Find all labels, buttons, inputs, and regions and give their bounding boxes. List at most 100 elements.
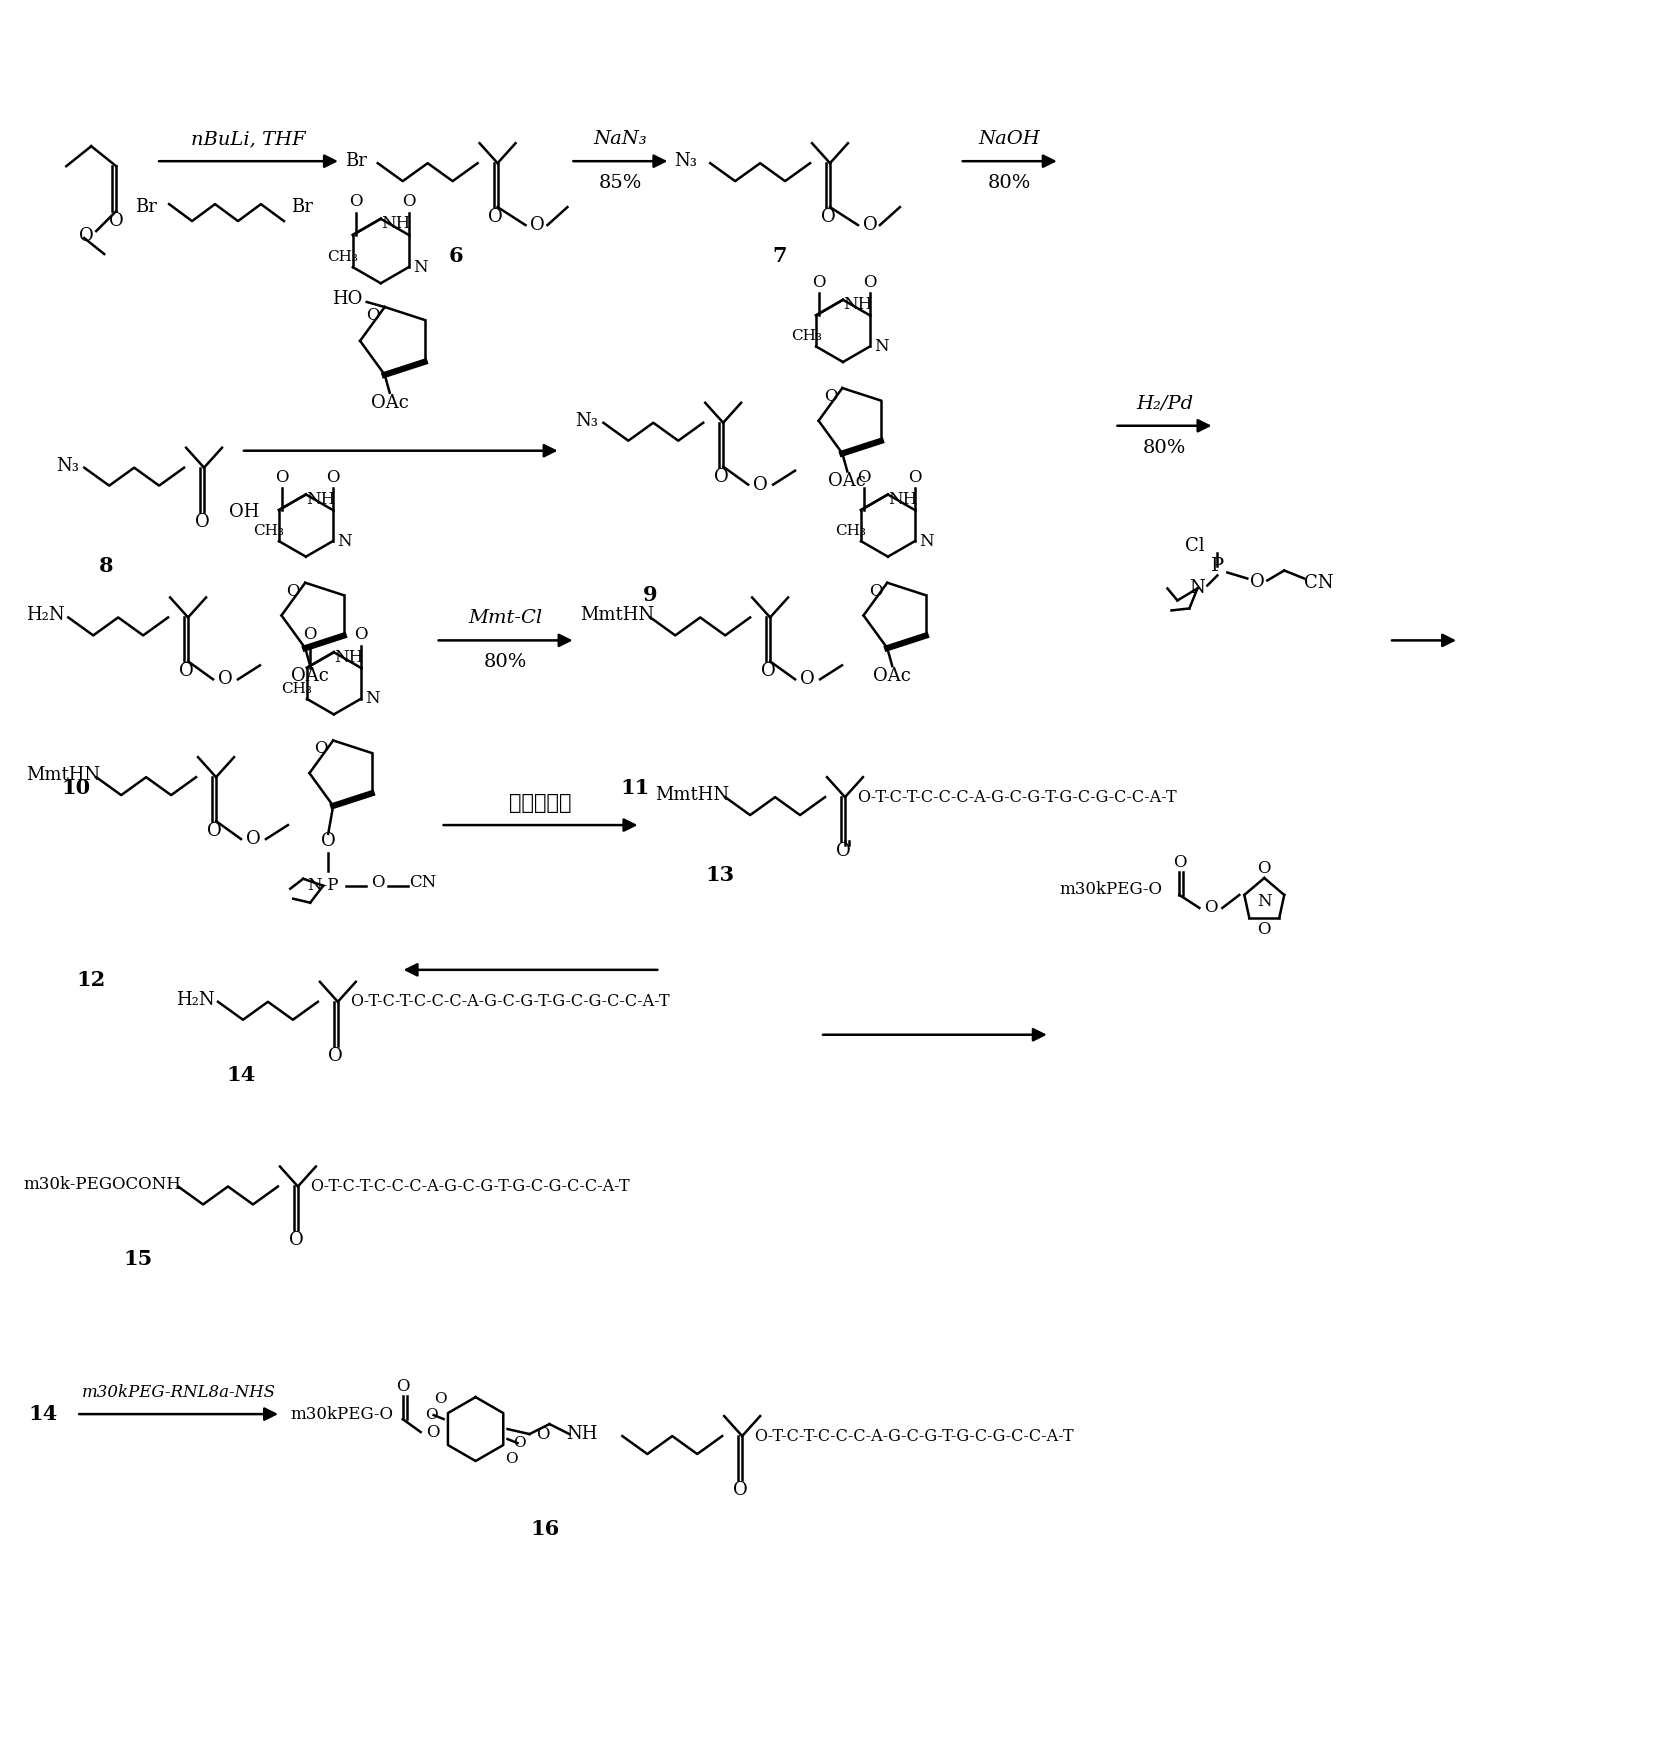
Text: MmtHN: MmtHN bbox=[27, 767, 100, 784]
Text: O: O bbox=[820, 207, 835, 227]
Text: NH: NH bbox=[306, 492, 336, 507]
Text: m30k-PEGOCONH: m30k-PEGOCONH bbox=[23, 1177, 182, 1192]
Text: O: O bbox=[863, 274, 877, 291]
Text: 12: 12 bbox=[77, 969, 105, 990]
Text: O: O bbox=[733, 1482, 748, 1499]
Text: O: O bbox=[78, 227, 94, 246]
Text: 寡聚物合成: 寡聚物合成 bbox=[509, 793, 571, 812]
Text: Br: Br bbox=[291, 199, 312, 216]
Text: NH: NH bbox=[888, 492, 917, 507]
Text: O: O bbox=[863, 216, 877, 234]
Text: O: O bbox=[371, 875, 384, 891]
Text: O: O bbox=[1258, 922, 1271, 938]
Text: O: O bbox=[1172, 854, 1186, 870]
Text: O: O bbox=[329, 1048, 344, 1065]
Text: Mmt-Cl: Mmt-Cl bbox=[469, 610, 543, 627]
Text: O: O bbox=[1258, 859, 1271, 877]
Text: m30kPEG-O: m30kPEG-O bbox=[291, 1405, 394, 1422]
Text: CH₃: CH₃ bbox=[282, 682, 312, 695]
Text: O: O bbox=[857, 469, 870, 486]
Text: N₃: N₃ bbox=[673, 152, 696, 171]
Text: CH₃: CH₃ bbox=[790, 329, 822, 343]
Text: O: O bbox=[289, 1231, 304, 1250]
Text: O: O bbox=[536, 1426, 549, 1443]
Text: O: O bbox=[276, 469, 289, 486]
Text: CN: CN bbox=[409, 875, 436, 891]
Text: O: O bbox=[908, 469, 922, 486]
Text: O: O bbox=[753, 476, 768, 493]
Text: 8: 8 bbox=[99, 556, 114, 575]
Text: 10: 10 bbox=[62, 777, 90, 798]
Text: m30kPEG-RNL8a-NHS: m30kPEG-RNL8a-NHS bbox=[82, 1384, 276, 1401]
Text: N: N bbox=[875, 338, 888, 356]
Text: N₃: N₃ bbox=[57, 457, 78, 474]
Text: O: O bbox=[1249, 573, 1264, 591]
Text: NaOH: NaOH bbox=[979, 131, 1040, 148]
Text: OAc: OAc bbox=[828, 472, 867, 490]
Text: O-T-C-T-C-C-C-A-G-C-G-T-G-C-G-C-C-A-T: O-T-C-T-C-C-C-A-G-C-G-T-G-C-G-C-C-A-T bbox=[857, 788, 1177, 805]
Text: N: N bbox=[1258, 894, 1271, 910]
Text: O: O bbox=[304, 626, 317, 643]
Text: O: O bbox=[812, 274, 825, 291]
Text: MmtHN: MmtHN bbox=[655, 786, 730, 804]
Text: O: O bbox=[504, 1452, 518, 1466]
Text: 13: 13 bbox=[706, 865, 735, 885]
Text: P: P bbox=[1211, 556, 1224, 575]
Text: O-T-C-T-C-C-C-A-G-C-G-T-G-C-G-C-C-A-T: O-T-C-T-C-C-C-A-G-C-G-T-G-C-G-C-C-A-T bbox=[349, 994, 670, 1011]
Text: 6: 6 bbox=[448, 246, 463, 267]
Text: 80%: 80% bbox=[989, 174, 1032, 192]
Text: N: N bbox=[1189, 579, 1206, 598]
Text: OAc: OAc bbox=[371, 394, 409, 411]
Text: NaN₃: NaN₃ bbox=[593, 131, 648, 148]
Text: m30kPEG-O: m30kPEG-O bbox=[1060, 882, 1162, 898]
Text: O: O bbox=[1204, 899, 1217, 917]
Text: O: O bbox=[314, 741, 327, 756]
Text: O: O bbox=[835, 842, 850, 859]
Text: 9: 9 bbox=[643, 586, 658, 605]
Text: 15: 15 bbox=[124, 1250, 152, 1269]
Text: NH: NH bbox=[334, 648, 364, 666]
Text: O: O bbox=[326, 469, 339, 486]
Text: O: O bbox=[354, 626, 367, 643]
Text: O: O bbox=[195, 512, 209, 530]
Text: Br: Br bbox=[135, 199, 157, 216]
Text: O: O bbox=[434, 1393, 446, 1407]
Text: 85%: 85% bbox=[598, 174, 641, 192]
Text: O: O bbox=[396, 1377, 409, 1394]
Text: O: O bbox=[823, 389, 837, 404]
Text: O: O bbox=[349, 193, 362, 211]
Text: NH: NH bbox=[566, 1426, 598, 1443]
Text: O: O bbox=[488, 207, 503, 227]
Text: N: N bbox=[920, 533, 934, 549]
Text: O: O bbox=[109, 213, 124, 230]
Text: N-P: N-P bbox=[307, 877, 339, 894]
Text: O: O bbox=[762, 662, 775, 680]
Text: 16: 16 bbox=[531, 1518, 559, 1539]
Text: CH₃: CH₃ bbox=[327, 251, 359, 265]
Text: H₂N: H₂N bbox=[175, 990, 215, 1009]
Text: Cl: Cl bbox=[1184, 537, 1204, 554]
Text: O: O bbox=[868, 582, 882, 600]
Text: O: O bbox=[513, 1436, 526, 1450]
Text: N: N bbox=[414, 258, 428, 275]
Text: CN: CN bbox=[1304, 575, 1334, 593]
Text: O-T-C-T-C-C-C-A-G-C-G-T-G-C-G-C-C-A-T: O-T-C-T-C-C-C-A-G-C-G-T-G-C-G-C-C-A-T bbox=[311, 1178, 630, 1196]
Text: OAc: OAc bbox=[873, 668, 912, 685]
Text: OH: OH bbox=[229, 502, 259, 521]
Text: O: O bbox=[529, 216, 544, 234]
Text: CH₃: CH₃ bbox=[254, 525, 284, 539]
Text: N: N bbox=[366, 690, 381, 708]
Text: 14: 14 bbox=[227, 1065, 256, 1084]
Text: O: O bbox=[426, 1424, 439, 1440]
Text: O: O bbox=[245, 830, 261, 849]
Text: O: O bbox=[800, 671, 815, 688]
Text: 14: 14 bbox=[28, 1405, 58, 1424]
Text: HO: HO bbox=[332, 289, 362, 309]
Text: MmtHN: MmtHN bbox=[581, 607, 655, 624]
Text: NH: NH bbox=[843, 296, 873, 314]
Text: nBuLi, THF: nBuLi, THF bbox=[190, 131, 306, 148]
Text: H₂/Pd: H₂/Pd bbox=[1136, 394, 1192, 413]
Text: 7: 7 bbox=[773, 246, 787, 267]
Text: H₂N: H₂N bbox=[27, 607, 65, 624]
Text: O: O bbox=[207, 823, 222, 840]
